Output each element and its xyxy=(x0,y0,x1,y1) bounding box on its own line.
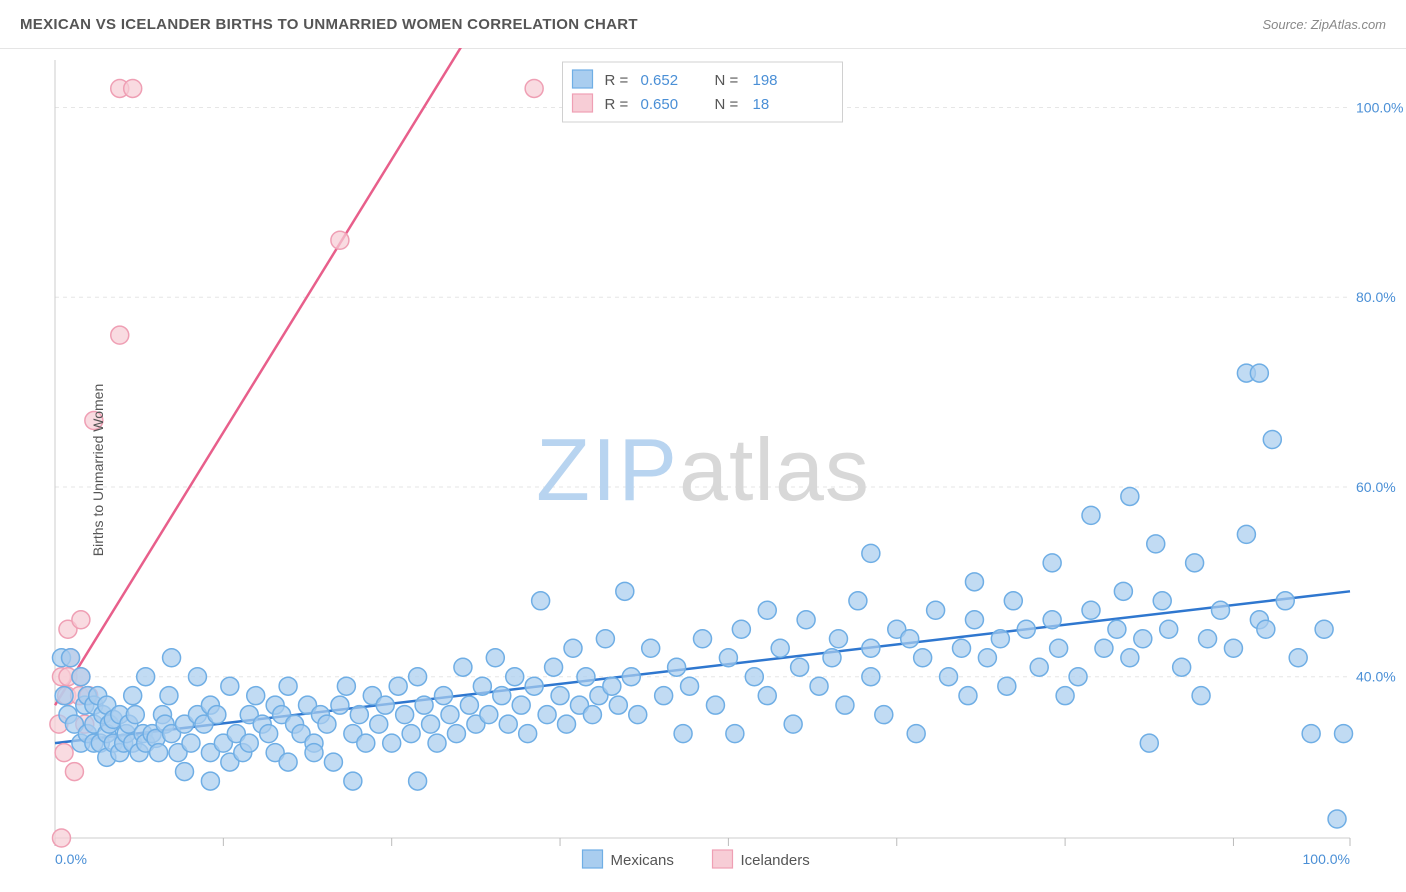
svg-text:100.0%: 100.0% xyxy=(1303,851,1350,867)
svg-text:N =: N = xyxy=(715,72,739,89)
svg-text:0.0%: 0.0% xyxy=(55,851,87,867)
svg-text:18: 18 xyxy=(753,96,770,113)
svg-text:Mexicans: Mexicans xyxy=(611,852,674,869)
svg-text:198: 198 xyxy=(753,72,778,89)
chart-title: MEXICAN VS ICELANDER BIRTHS TO UNMARRIED… xyxy=(20,16,638,33)
chart-header: MEXICAN VS ICELANDER BIRTHS TO UNMARRIED… xyxy=(0,0,1406,49)
y-axis-label: Births to Unmarried Women xyxy=(90,384,106,556)
svg-text:80.0%: 80.0% xyxy=(1356,289,1396,305)
svg-text:R =: R = xyxy=(605,96,629,113)
svg-text:N =: N = xyxy=(715,96,739,113)
svg-text:0.652: 0.652 xyxy=(641,72,679,89)
svg-text:40.0%: 40.0% xyxy=(1356,669,1396,685)
chart-area: Births to Unmarried Women ZIPatlas 40.0%… xyxy=(0,48,1406,892)
svg-text:0.650: 0.650 xyxy=(641,96,679,113)
svg-text:100.0%: 100.0% xyxy=(1356,99,1403,115)
scatter-chart: 40.0% 60.0% 80.0% 100.0% 0.0% 100.0% R = 0.652 N… xyxy=(0,48,1406,892)
svg-text:60.0%: 60.0% xyxy=(1356,479,1396,495)
svg-text:R =: R = xyxy=(605,72,629,89)
svg-text:Icelanders: Icelanders xyxy=(741,852,810,869)
source-label: Source: ZipAtlas.com xyxy=(1262,17,1386,32)
